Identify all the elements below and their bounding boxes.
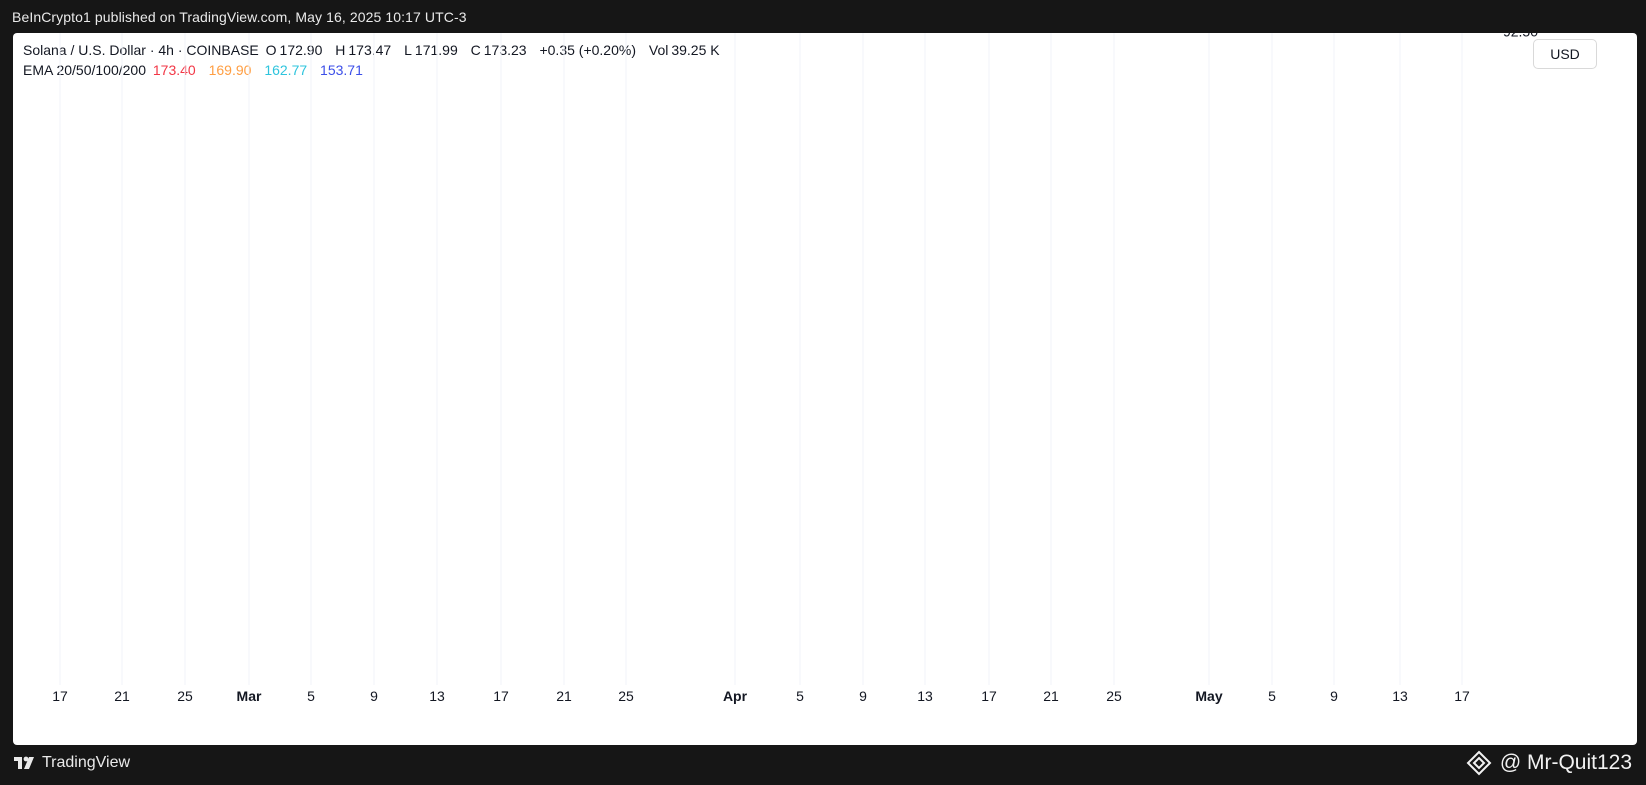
tradingview-icon <box>14 756 34 769</box>
x-tick-label: 21 <box>114 688 130 704</box>
published-caption: BeInCrypto1 published on TradingView.com… <box>12 9 467 25</box>
top-bar: BeInCrypto1 published on TradingView.com… <box>0 0 1646 33</box>
x-tick-label: 17 <box>1454 688 1470 704</box>
x-tick-label: 25 <box>1106 688 1122 704</box>
ema50-value: 169.90 <box>208 62 252 78</box>
x-tick-label: 5 <box>307 688 315 704</box>
x-tick-label: 17 <box>981 688 997 704</box>
price-chart[interactable]: 210.00190.00180.00160.00148.00132.00124.… <box>13 33 1637 745</box>
currency-button[interactable]: USD <box>1533 39 1597 69</box>
symbol-title[interactable]: Solana / U.S. Dollar · 4h · COINBASE <box>23 42 259 58</box>
ema-label[interactable]: EMA 20/50/100/200 <box>23 62 146 78</box>
volume-value: 39.25 K <box>671 42 720 58</box>
x-tick-label: 9 <box>1330 688 1338 704</box>
x-tick-label: 5 <box>796 688 804 704</box>
bottom-bar: TradingView @ Mr-Quit123 <box>0 745 1646 785</box>
volume-label: Vol <box>648 42 669 58</box>
x-tick-label: 5 <box>1268 688 1276 704</box>
x-tick-label: 25 <box>177 688 193 704</box>
tradingview-brand: TradingView <box>42 754 131 771</box>
chart-panel[interactable]: Solana / U.S. Dollar · 4h · COINBASE O 17… <box>13 33 1637 745</box>
x-tick-label: 9 <box>370 688 378 704</box>
x-tick-label: 17 <box>493 688 509 704</box>
x-tick-label: 21 <box>556 688 572 704</box>
ema100-value: 162.77 <box>264 62 308 78</box>
x-tick-label: 13 <box>429 688 445 704</box>
x-tick-label: May <box>1195 688 1222 704</box>
ema200-value: 153.71 <box>320 62 363 78</box>
y-tick-label: 92.50 <box>1503 33 1538 40</box>
x-tick-label: 21 <box>1043 688 1059 704</box>
watermark-text: @ Mr-Quit123 <box>1499 751 1632 774</box>
x-tick-label: 17 <box>52 688 68 704</box>
x-tick-label: 25 <box>618 688 634 704</box>
low-value: 171.99 <box>414 42 458 58</box>
close-value: 173.23 <box>483 42 527 58</box>
ema-row: EMA 20/50/100/200 173.40 169.90 162.77 1… <box>23 60 729 80</box>
high-label: H <box>335 42 346 58</box>
high-value: 173.47 <box>348 42 392 58</box>
open-label: O <box>265 42 277 58</box>
x-tick-label: 13 <box>1392 688 1408 704</box>
x-tick-label: 13 <box>917 688 933 704</box>
tradingview-logo[interactable]: TradingView <box>12 753 130 773</box>
x-tick-label: 9 <box>859 688 867 704</box>
close-label: C <box>470 42 481 58</box>
x-tick-label: Mar <box>237 688 262 704</box>
open-value: 172.90 <box>279 42 323 58</box>
x-tick-label: Apr <box>723 688 748 704</box>
low-label: L <box>404 42 412 58</box>
author-watermark: @ Mr-Quit123 <box>1466 750 1632 776</box>
diamond-logo-icon <box>1466 750 1492 776</box>
